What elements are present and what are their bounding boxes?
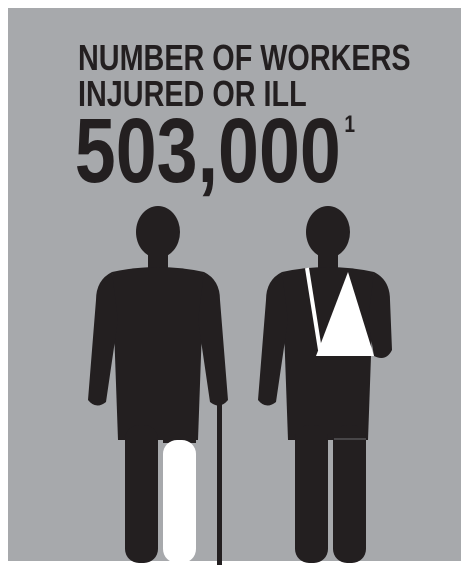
- footnote-mark: 1: [344, 110, 355, 138]
- headline: NUMBER OF WORKERS INJURED OR ILL 503,000…: [75, 37, 411, 202]
- headline-number: 503,000: [75, 99, 341, 202]
- sling: [316, 272, 374, 356]
- headline-line: NUMBER OF WORKERS: [78, 37, 411, 78]
- leg-cast: [163, 440, 196, 563]
- headline-line: INJURED OR ILL: [78, 73, 307, 114]
- figure-with-cane: [88, 206, 228, 565]
- sling-strap: [305, 267, 322, 351]
